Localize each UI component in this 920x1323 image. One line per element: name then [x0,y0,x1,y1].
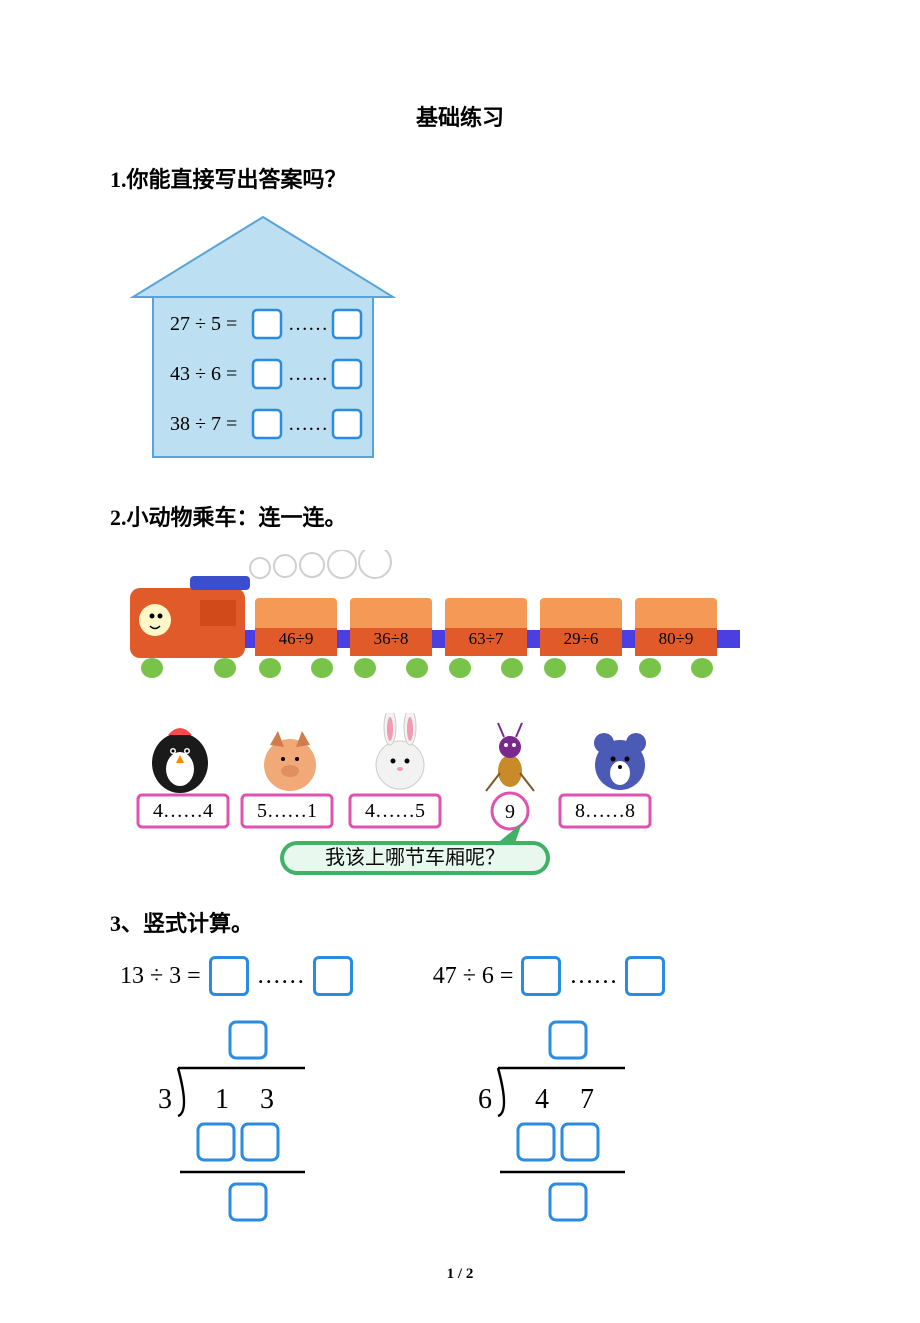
house-eq-2: 38 ÷ 7 = …… [170,410,361,438]
q2-heading: 2.小动物乘车：连一连。 [110,500,810,532]
train-car-4: 80÷9 [635,598,717,656]
svg-text:4: 4 [535,1084,549,1115]
animal-label-3: 9 [492,793,528,829]
svg-text:8……8: 8……8 [575,800,635,822]
q3-content: 13 ÷ 3 = …… 47 ÷ 6 = …… 3 1 3 [120,956,810,1236]
speech-bubble: 我该上哪节车厢呢？ [280,823,550,875]
svg-text:1: 1 [215,1084,229,1115]
q1-house: 27 ÷ 5 = …… 43 ÷ 6 = …… 38 ÷ 7 = …… [118,212,810,482]
pig-icon [264,731,316,791]
svg-text:……: …… [288,413,328,435]
svg-text:27 ÷ 5 =: 27 ÷ 5 = [170,313,237,335]
answer-box[interactable] [209,956,249,996]
house-eq-1: 43 ÷ 6 = …… [170,360,361,388]
answer-box[interactable] [521,956,561,996]
svg-text:9: 9 [505,801,515,823]
mouse-icon [594,733,646,790]
svg-text:63÷7: 63÷7 [469,629,504,648]
svg-text:我该上哪节车厢呢？: 我该上哪节车厢呢？ [325,846,505,869]
page-footer: 1 / 2 [110,1266,810,1283]
train-car-0: 46÷9 [255,598,337,656]
svg-text:4……5: 4……5 [365,800,425,822]
q3-eq-0-dots: …… [257,963,305,990]
svg-text:……: …… [288,313,328,335]
answer-box[interactable] [313,956,353,996]
penguin-icon [152,728,208,793]
smoke-icon [250,550,391,578]
q1-heading: 1.你能直接写出答案吗？ [110,162,810,194]
page-sep: / [454,1266,466,1282]
q3-heading: 3、竖式计算。 [110,906,810,938]
train-car-1: 36÷8 [350,598,432,656]
house-eq-0: 27 ÷ 5 = …… [170,310,361,338]
svg-text:……: …… [288,363,328,385]
answer-box[interactable] [625,956,665,996]
svg-text:3: 3 [158,1084,172,1115]
house-roof [133,217,393,297]
ant-icon [486,723,534,791]
page-total: 2 [466,1266,474,1282]
svg-text:43 ÷ 6 =: 43 ÷ 6 = [170,363,237,385]
q3-eq-1-dots: …… [569,963,617,990]
svg-text:7: 7 [580,1084,594,1115]
train-wheels [141,658,713,678]
q3-eq-0-text: 13 ÷ 3 = [120,963,201,990]
q3-eq-1: 47 ÷ 6 = …… [433,956,666,996]
animal-label-0: 4……4 [138,795,228,827]
q2-train: 46÷9 36÷8 63÷7 29÷6 80÷9 [110,550,810,695]
train-engine [130,576,250,658]
train-car-2: 63÷7 [445,598,527,656]
svg-text:3: 3 [260,1084,274,1115]
rabbit-icon [376,713,424,789]
q2-animals: 4……4 5……1 4……5 9 8……8 我该上哪节车厢呢？ [130,713,810,888]
svg-text:80÷9: 80÷9 [659,629,694,648]
animal-label-4: 8……8 [560,795,650,827]
long-division-0: 3 1 3 [120,1016,330,1236]
train-car-3: 29÷6 [540,598,622,656]
svg-text:46÷9: 46÷9 [279,629,314,648]
long-division-1: 6 4 7 [440,1016,650,1236]
svg-text:36÷8: 36÷8 [374,629,409,648]
page-title: 基础练习 [110,100,810,132]
q3-eq-0: 13 ÷ 3 = …… [120,956,353,996]
svg-text:6: 6 [478,1084,492,1115]
train-cars: 46÷9 36÷8 63÷7 29÷6 80÷9 [255,598,717,656]
svg-text:5……1: 5……1 [257,800,317,822]
animal-label-2: 4……5 [350,795,440,827]
svg-text:4……4: 4……4 [153,800,213,822]
q3-eq-1-text: 47 ÷ 6 = [433,963,514,990]
svg-text:38 ÷ 7 =: 38 ÷ 7 = [170,413,237,435]
animal-label-1: 5……1 [242,795,332,827]
svg-text:29÷6: 29÷6 [564,629,599,648]
